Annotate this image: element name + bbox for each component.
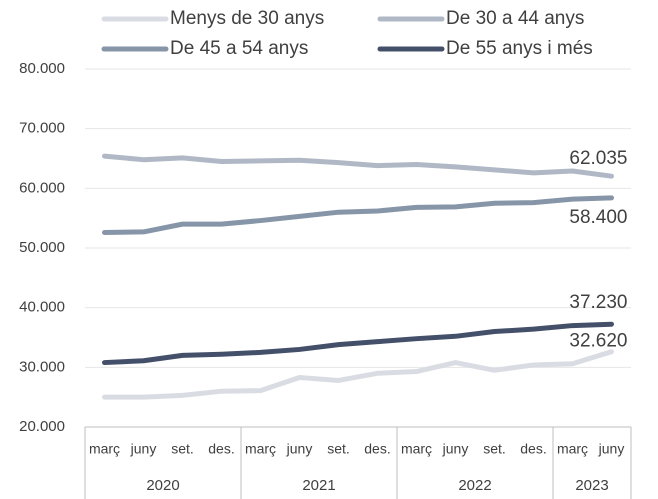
x-tick-label: juny [442, 441, 469, 457]
legend-label: Menys de 30 anys [170, 8, 324, 29]
x-tick-label: des. [520, 441, 546, 457]
x-tick-label: set. [483, 441, 506, 457]
y-tick-label: 70.000 [19, 120, 65, 137]
x-tick-label: març [557, 441, 588, 457]
x-group-label: 2022 [458, 477, 491, 494]
data-label: 62.035 [569, 148, 627, 169]
legend-label: De 55 anys i més [446, 38, 593, 59]
x-tick-label: març [245, 441, 276, 457]
x-group-label: 2020 [146, 477, 179, 494]
series-line [102, 153, 614, 179]
x-group-label: 2021 [302, 477, 335, 494]
legend-label: De 30 a 44 anys [446, 8, 584, 29]
series-line [102, 195, 614, 235]
x-tick-label: març [401, 441, 432, 457]
y-tick-label: 20.000 [19, 418, 65, 435]
data-label: 32.620 [569, 331, 627, 352]
x-group-label: 2023 [575, 477, 608, 494]
legend-label: De 45 a 54 anys [170, 38, 308, 59]
x-tick-label: juny [598, 441, 625, 457]
x-tick-label: març [89, 441, 120, 457]
y-tick-label: 30.000 [19, 358, 65, 375]
data-label: 58.400 [569, 207, 627, 228]
y-tick-label: 40.000 [19, 299, 65, 316]
x-tick-label: juny [286, 441, 313, 457]
y-tick-label: 50.000 [19, 239, 65, 256]
x-tick-label: des. [208, 441, 234, 457]
y-tick-label: 80.000 [19, 60, 65, 77]
series-line [102, 321, 614, 366]
x-tick-label: set. [327, 441, 350, 457]
data-label: 37.230 [569, 292, 627, 313]
x-tick-label: set. [171, 441, 194, 457]
series-line [102, 349, 614, 400]
x-tick-label: des. [364, 441, 390, 457]
y-tick-label: 60.000 [19, 179, 65, 196]
x-tick-label: juny [130, 441, 157, 457]
